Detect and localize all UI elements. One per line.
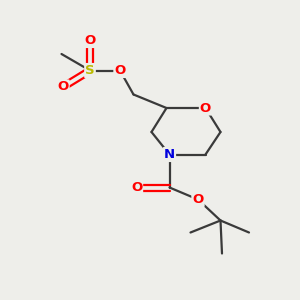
Text: N: N <box>164 148 175 161</box>
Text: S: S <box>85 64 95 77</box>
Text: O: O <box>200 101 211 115</box>
Text: O: O <box>114 64 126 77</box>
Text: O: O <box>131 181 142 194</box>
Text: O: O <box>192 193 204 206</box>
Text: O: O <box>84 34 96 47</box>
Text: O: O <box>57 80 69 94</box>
